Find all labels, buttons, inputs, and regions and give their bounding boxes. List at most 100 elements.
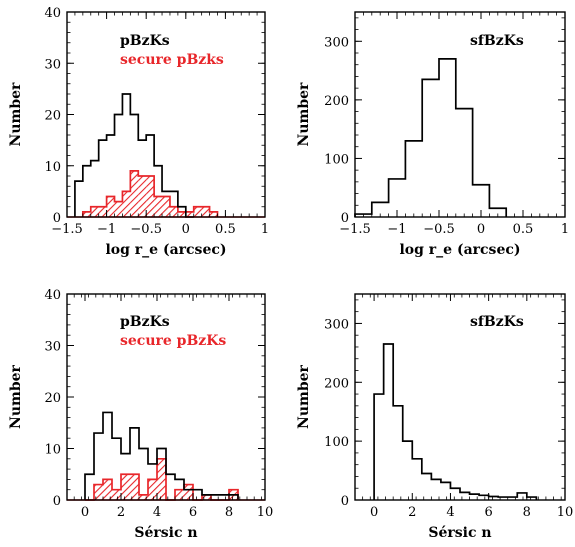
y-tick-label: 40 [44, 288, 61, 303]
x-tick-label: 0 [182, 222, 190, 237]
panel-size-starforming: −1.5 −1 −0.5 0 0.5 1 0 100 200 300 log r_e (arcsec… [296, 11, 569, 258]
y-tick-label: 100 [324, 435, 349, 450]
histogram-bin [184, 484, 193, 500]
y-tick-label: 10 [44, 443, 61, 458]
y-axis: 0 100 200 300 [324, 299, 565, 509]
x-tick-label: 0.5 [215, 222, 236, 237]
histogram-bin [169, 206, 178, 217]
x-tick-label: 2 [117, 505, 125, 520]
x-tick-label: 8 [225, 505, 233, 520]
x-tick-label: 6 [484, 505, 492, 520]
x-axis: 0 2 4 6 8 10 [354, 294, 574, 520]
x-tick-label: 4 [153, 505, 161, 520]
y-axis-label: Number [296, 364, 312, 428]
x-axis-label: log r_e (arcsec) [105, 242, 226, 258]
histogram-bin [112, 489, 121, 500]
histogram-bin [94, 484, 103, 500]
x-tick-label: 10 [257, 505, 274, 520]
series-secure [85, 457, 239, 501]
histogram-bin [90, 206, 99, 217]
x-tick-label: 2 [408, 505, 416, 520]
histogram-bin [154, 196, 163, 217]
histogram-bin [138, 176, 147, 217]
y-tick-label: 0 [341, 211, 349, 226]
x-axis: −1.5 −1 −0.5 0 0.5 1 [51, 12, 269, 237]
y-tick-label: 300 [324, 35, 349, 50]
histogram-bin [121, 474, 130, 500]
x-axis: 0 2 4 6 8 10 [66, 294, 274, 520]
histogram-outline [373, 343, 538, 500]
legend-entry: pBzKs [120, 314, 170, 330]
x-tick-label: −1 [97, 222, 116, 237]
panel-sersic-passive: 0 2 4 6 8 10 0 10 20 30 40 Sérsic n Number pBzKs secur… [8, 288, 273, 541]
legend-entry: secure pBzks [120, 52, 224, 68]
plot-frame [354, 293, 566, 501]
y-axis-label: Number [8, 364, 24, 428]
histogram-bin [146, 176, 155, 217]
y-axis: 0 10 20 30 40 [44, 288, 265, 509]
histogram-outline [74, 93, 194, 218]
x-tick-label: −1 [387, 222, 406, 237]
y-tick-label: 10 [44, 160, 61, 175]
y-tick-label: 20 [44, 391, 61, 406]
histogram-bin [201, 206, 210, 217]
y-tick-label: 20 [44, 109, 61, 124]
y-axis: 0 100 200 300 [324, 17, 565, 226]
y-tick-label: 0 [53, 211, 61, 226]
histogram-outline [354, 58, 508, 217]
histogram-bin [209, 211, 218, 217]
histogram-bin [106, 196, 115, 217]
histogram-outline [81, 170, 219, 217]
histogram-bin [82, 211, 91, 217]
histogram-bin [175, 489, 184, 500]
y-tick-label: 0 [53, 494, 61, 509]
x-axis-label: Sérsic n [428, 525, 491, 541]
x-tick-label: 0.5 [513, 222, 534, 237]
plot-frame [354, 11, 566, 218]
series-all [373, 343, 538, 500]
legend-entry: secure pBzKs [120, 333, 226, 349]
x-tick-label: 0 [81, 505, 89, 520]
histogram-bin [185, 211, 194, 217]
legend-entry: sfBzKs [470, 33, 524, 49]
x-tick-label: 1 [261, 222, 269, 237]
histogram-bin [193, 206, 202, 217]
x-axis-label: Sérsic n [134, 525, 197, 541]
x-axis-label: log r_e (arcsec) [399, 242, 520, 258]
x-axis: −1.5 −1 −0.5 0 0.5 1 [339, 12, 569, 237]
histogram-bin [157, 458, 166, 500]
y-tick-label: 100 [324, 152, 349, 167]
x-tick-label: −1.5 [339, 222, 371, 237]
histogram-bin [98, 206, 107, 217]
histogram-bin [148, 479, 157, 500]
x-tick-label: 8 [523, 505, 531, 520]
y-tick-label: 30 [44, 57, 61, 72]
x-tick-label: 4 [446, 505, 454, 520]
histogram-bin [130, 170, 139, 217]
x-tick-label: 0 [477, 222, 485, 237]
legend-entry: sfBzKs [470, 314, 524, 330]
histogram-bin [114, 201, 123, 217]
legend-entry: pBzKs [120, 33, 170, 49]
histogram-bin [202, 494, 211, 500]
x-tick-label: −0.5 [423, 222, 455, 237]
histogram-bin [122, 191, 131, 217]
x-tick-label: 10 [557, 505, 574, 520]
series-all [84, 411, 239, 500]
y-tick-label: 200 [324, 376, 349, 391]
y-axis: 0 10 20 30 40 [44, 6, 265, 226]
x-tick-label: 0 [370, 505, 378, 520]
y-tick-label: 40 [44, 6, 61, 21]
y-axis-label: Number [296, 82, 312, 146]
series-all [74, 93, 194, 218]
histogram-outline [84, 411, 239, 500]
histogram-bin [103, 479, 112, 500]
histogram-bin [139, 494, 148, 500]
histogram-bin [177, 211, 186, 217]
x-tick-label: −0.5 [130, 222, 162, 237]
x-tick-label: −1.5 [51, 222, 83, 237]
x-tick-label: 1 [561, 222, 569, 237]
series-secure [81, 170, 219, 217]
